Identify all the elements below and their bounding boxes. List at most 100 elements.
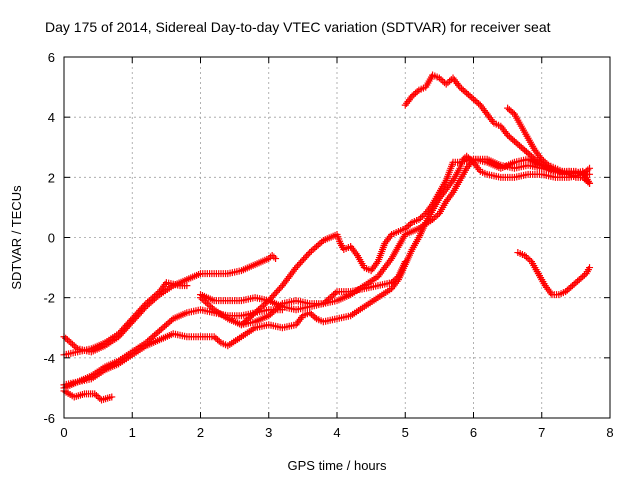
data-point <box>406 220 414 228</box>
data-point <box>125 318 133 326</box>
data-point <box>316 240 324 248</box>
data-point <box>435 74 443 82</box>
data-point <box>150 292 158 300</box>
x-tick-label: 1 <box>129 425 136 440</box>
data-point <box>164 319 172 327</box>
data-point <box>249 310 257 318</box>
series-track-7 <box>197 155 594 329</box>
data-point <box>562 288 570 296</box>
data-point <box>212 334 220 342</box>
data-point <box>473 98 481 106</box>
data-point <box>62 334 70 342</box>
data-point <box>142 300 150 308</box>
data-point <box>273 304 281 312</box>
data-point <box>586 179 594 187</box>
data-point <box>139 303 147 311</box>
x-tick-label: 2 <box>197 425 204 440</box>
data-point <box>434 211 442 219</box>
data-point <box>314 241 322 249</box>
data-point <box>510 137 518 145</box>
data-point <box>411 89 419 97</box>
data-point <box>580 271 588 279</box>
y-tick-label: -6 <box>43 411 55 426</box>
data-point <box>403 223 411 231</box>
data-point <box>522 148 530 156</box>
data-point <box>301 254 309 262</box>
data-point <box>313 243 321 251</box>
data-point <box>154 289 162 297</box>
data-point <box>297 259 305 267</box>
data-point <box>205 301 213 309</box>
data-point <box>586 164 594 172</box>
data-point <box>128 315 136 323</box>
data-point <box>298 257 306 265</box>
data-point <box>579 173 587 181</box>
data-point <box>580 175 588 183</box>
data-point <box>268 309 276 317</box>
data-point <box>265 297 273 305</box>
data-point <box>119 325 127 333</box>
data-point <box>265 255 273 263</box>
data-point <box>145 297 153 305</box>
data-point <box>149 333 157 341</box>
data-point <box>526 151 534 159</box>
x-tick-label: 5 <box>402 425 409 440</box>
data-point <box>505 106 513 114</box>
y-tick-label: 2 <box>48 170 55 185</box>
data-point <box>253 307 261 315</box>
data-point <box>137 305 145 313</box>
data-point <box>538 155 546 163</box>
data-point <box>108 393 116 401</box>
data-point <box>159 324 167 332</box>
data-point <box>466 92 474 100</box>
data-point <box>519 145 527 153</box>
data-point <box>430 214 438 222</box>
data-point <box>157 325 165 333</box>
data-point <box>405 221 413 229</box>
data-point <box>521 146 529 154</box>
data-point <box>292 264 300 272</box>
data-point <box>413 88 421 96</box>
x-tick-label: 8 <box>606 425 613 440</box>
data-point <box>268 252 276 260</box>
data-point <box>311 244 319 252</box>
data-point <box>149 294 157 302</box>
data-point <box>274 287 282 295</box>
data-point <box>415 215 423 223</box>
data-point <box>65 337 73 345</box>
data-point <box>389 277 397 285</box>
data-point <box>524 149 532 157</box>
y-tick-label: 0 <box>48 231 55 246</box>
data-point <box>258 303 266 311</box>
data-point <box>475 100 483 108</box>
data-point <box>586 170 594 178</box>
data-point <box>295 260 303 268</box>
data-point <box>309 246 317 254</box>
data-point <box>69 340 77 348</box>
data-point <box>331 289 339 297</box>
data-point <box>270 253 278 261</box>
y-tick-label: 6 <box>48 50 55 65</box>
data-point <box>543 160 551 168</box>
data-point <box>307 247 315 255</box>
data-point <box>248 312 256 320</box>
data-point <box>470 95 477 103</box>
data-point <box>521 252 529 260</box>
data-point <box>144 298 152 306</box>
data-point <box>304 250 312 258</box>
data-point <box>244 315 252 323</box>
data-point <box>92 391 100 399</box>
data-point <box>121 323 129 331</box>
data-point <box>266 295 274 303</box>
series-track-10 <box>504 104 594 187</box>
data-point <box>444 79 452 87</box>
data-point <box>458 85 466 93</box>
y-tick-label: 4 <box>48 110 55 125</box>
data-point <box>388 279 396 287</box>
data-point <box>183 282 191 290</box>
data-point <box>574 277 582 285</box>
data-point <box>261 300 269 308</box>
data-point <box>118 326 126 334</box>
data-point <box>203 300 211 308</box>
